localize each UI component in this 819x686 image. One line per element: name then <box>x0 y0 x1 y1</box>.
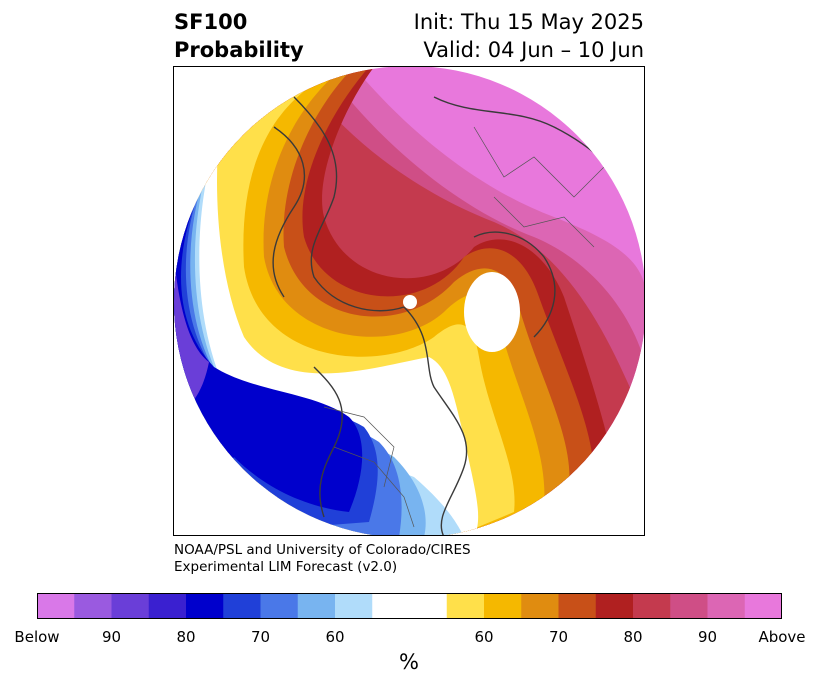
north-pole-marker <box>403 295 417 309</box>
colorbar-cell <box>446 593 485 619</box>
map-title: SF100 Probability <box>174 8 304 64</box>
colorbar-tick-label: 70 <box>548 628 569 646</box>
colorbar-cell <box>633 593 671 619</box>
colorbar-cell <box>74 593 112 619</box>
colorbar-tick-label: 90 <box>697 628 718 646</box>
map-panel <box>173 66 645 536</box>
colorbar-cell <box>595 593 634 619</box>
colorbar-tick-label: 90 <box>101 628 122 646</box>
credit-text: NOAA/PSL and University of Colorado/CIRE… <box>174 542 471 576</box>
colorbar-cell <box>37 593 75 619</box>
colorbar-cell <box>707 593 746 619</box>
colorbar-tick-label: 60 <box>474 628 494 646</box>
forecast-dates: Init: Thu 15 May 2025 Valid: 04 Jun – 10… <box>414 8 644 64</box>
colorbar-cell <box>111 593 150 619</box>
region-near-normal-atlantic <box>464 272 520 352</box>
colorbar-cell <box>372 593 410 619</box>
colorbar-outline <box>37 593 782 619</box>
colorbar-tick-label: 60 <box>325 628 345 646</box>
colorbar-tick-label: Below <box>14 628 60 646</box>
colorbar-tick-label: 80 <box>176 628 196 646</box>
colorbar-cell <box>409 593 448 619</box>
colorbar-cell <box>223 593 261 619</box>
credit-line-2: Experimental LIM Forecast (v2.0) <box>174 559 398 575</box>
credit-line-1: NOAA/PSL and University of Colorado/CIRE… <box>174 542 471 558</box>
polar-map <box>174 67 644 535</box>
init-date: Init: Thu 15 May 2025 <box>413 10 644 34</box>
colorbar-cell <box>670 593 708 619</box>
title-line-2: Probability <box>174 38 304 62</box>
colorbar-cell <box>558 593 597 619</box>
colorbar-tick-label: 80 <box>623 628 643 646</box>
colorbar-cell <box>260 593 299 619</box>
colorbar-cell <box>297 593 336 619</box>
colorbar-unit: % <box>399 650 419 674</box>
colorbar-cell <box>521 593 559 619</box>
colorbar-cell <box>484 593 522 619</box>
colorbar-cell <box>335 593 373 619</box>
colorbar-cell <box>148 593 187 619</box>
valid-dates: Valid: 04 Jun – 10 Jun <box>423 38 644 62</box>
title-line-1: SF100 <box>174 10 248 34</box>
colorbar-tick-label: Above <box>758 628 806 646</box>
colorbar <box>37 593 782 619</box>
colorbar-cell <box>744 593 782 619</box>
colorbar-cell <box>186 593 224 619</box>
colorbar-tick-label: 70 <box>250 628 271 646</box>
